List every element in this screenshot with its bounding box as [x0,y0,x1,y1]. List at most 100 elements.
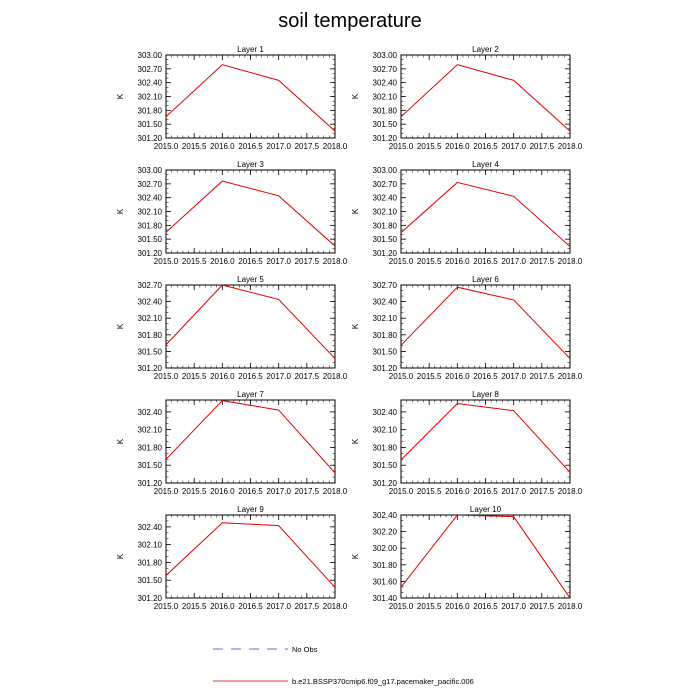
x-tick-label: 2015.0 [389,372,414,381]
y-tick-label: 301.20 [373,134,398,143]
y-tick-label: 301.80 [138,221,163,230]
series-line [166,64,335,132]
y-tick-label: 302.10 [138,314,163,323]
plot-frame [165,169,336,254]
plot-frame [400,54,571,139]
x-tick-label: 2016.5 [238,257,263,266]
y-tick-label: 303.00 [138,51,163,60]
y-tick-label: 301.60 [373,577,398,586]
y-tick-label: 301.80 [373,331,398,340]
series-line [401,403,570,473]
x-tick-label: 2015.5 [417,257,442,266]
y-tick-label: 302.40 [373,298,398,307]
x-tick-label: 2015.5 [182,257,207,266]
x-tick-label: 2017.0 [266,487,291,496]
x-tick-label: 2015.5 [417,372,442,381]
x-tick-label: 2018.0 [323,602,348,611]
x-tick-label: 2016.0 [445,142,470,151]
x-tick-label: 2017.5 [295,372,320,381]
y-tick-label: 302.10 [138,541,163,550]
x-tick-label: 2017.5 [530,142,555,151]
x-tick-label: 2015.5 [182,372,207,381]
plot-frame [165,284,336,369]
x-tick-label: 2016.5 [473,257,498,266]
y-tick-label: 302.40 [373,79,398,88]
panel-title: Layer 5 [237,275,264,284]
y-tick-label: 301.50 [373,235,398,244]
panel-layer-9: Layer 9 K 2015.0 2015.5 2016.0 2016.5 2017.0 20… [116,505,348,611]
plot-frame [400,169,571,254]
y-tick-label: 302.70 [373,65,398,74]
x-tick-label: 2016.0 [445,372,470,381]
y-tick-label: 301.50 [138,120,163,129]
x-tick-label: 2016.5 [473,372,498,381]
x-tick-label: 2016.5 [238,372,263,381]
y-tick-label: 302.10 [138,93,163,102]
series-line [166,180,335,247]
x-tick-label: 2016.0 [445,257,470,266]
x-tick-label: 2016.5 [473,602,498,611]
y-axis-label: K [116,208,125,214]
x-tick-label: 2016.0 [210,142,235,151]
x-tick-label: 2016.5 [238,142,263,151]
y-axis-label: K [116,323,125,329]
y-tick-label: 301.20 [373,479,398,488]
legend-label-no-obs: No Obs [292,645,318,654]
x-tick-label: 2015.0 [389,487,414,496]
y-tick-label: 301.20 [138,364,163,373]
y-tick-label: 302.40 [138,194,163,203]
x-tick-label: 2016.5 [473,142,498,151]
y-tick-label: 302.20 [373,528,398,537]
y-tick-label: 301.50 [138,461,163,470]
y-tick-label: 301.20 [138,479,163,488]
x-tick-label: 2015.5 [182,602,207,611]
y-axis-label: K [116,553,125,559]
series-line [401,181,570,247]
y-tick-label: 301.50 [138,235,163,244]
y-tick-label: 302.10 [138,426,163,435]
y-tick-label: 302.70 [138,281,163,290]
x-tick-label: 2015.5 [182,142,207,151]
x-tick-label: 2015.0 [389,257,414,266]
x-tick-label: 2016.0 [445,602,470,611]
series-line [401,515,570,598]
y-tick-label: 301.50 [373,461,398,470]
y-tick-label: 301.20 [138,249,163,258]
plot-frame [400,514,571,599]
panel-title: Layer 7 [237,390,264,399]
y-axis-label: K [351,553,360,559]
y-tick-label: 301.40 [373,594,398,603]
y-axis-label: K [351,438,360,444]
panel-title: Layer 1 [237,45,264,54]
y-axis-label: K [351,323,360,329]
x-tick-label: 2017.5 [295,487,320,496]
y-tick-label: 302.10 [373,93,398,102]
x-tick-label: 2017.0 [501,487,526,496]
x-tick-label: 2017.0 [501,142,526,151]
legend: No Obs b.e21.BSSP370cmip6.f09_g17.pacemak… [213,645,474,686]
chart-title: soil temperature [278,10,421,32]
y-tick-label: 301.20 [138,594,163,603]
x-tick-label: 2015.5 [417,602,442,611]
x-tick-label: 2015.5 [182,487,207,496]
plot-frame [165,514,336,599]
y-tick-label: 301.80 [138,106,163,115]
x-tick-label: 2018.0 [558,257,583,266]
y-tick-label: 302.70 [373,180,398,189]
x-tick-label: 2015.0 [154,602,179,611]
x-tick-label: 2018.0 [558,602,583,611]
x-tick-label: 2017.5 [295,602,320,611]
y-tick-label: 301.50 [138,347,163,356]
panel-layer-1: Layer 1 K 2015.0 2015.5 2016.0 2016.5 2017.0 20… [116,45,348,151]
y-tick-label: 301.20 [373,364,398,373]
x-tick-label: 2018.0 [323,372,348,381]
x-tick-label: 2018.0 [558,142,583,151]
x-tick-label: 2017.0 [266,257,291,266]
series-line [166,522,335,588]
panel-layer-3: Layer 3 K 2015.0 2015.5 2016.0 2016.5 2017.0 20… [116,160,348,266]
panel-title: Layer 3 [237,160,264,169]
series-line [166,285,335,359]
y-axis-label: K [351,208,360,214]
